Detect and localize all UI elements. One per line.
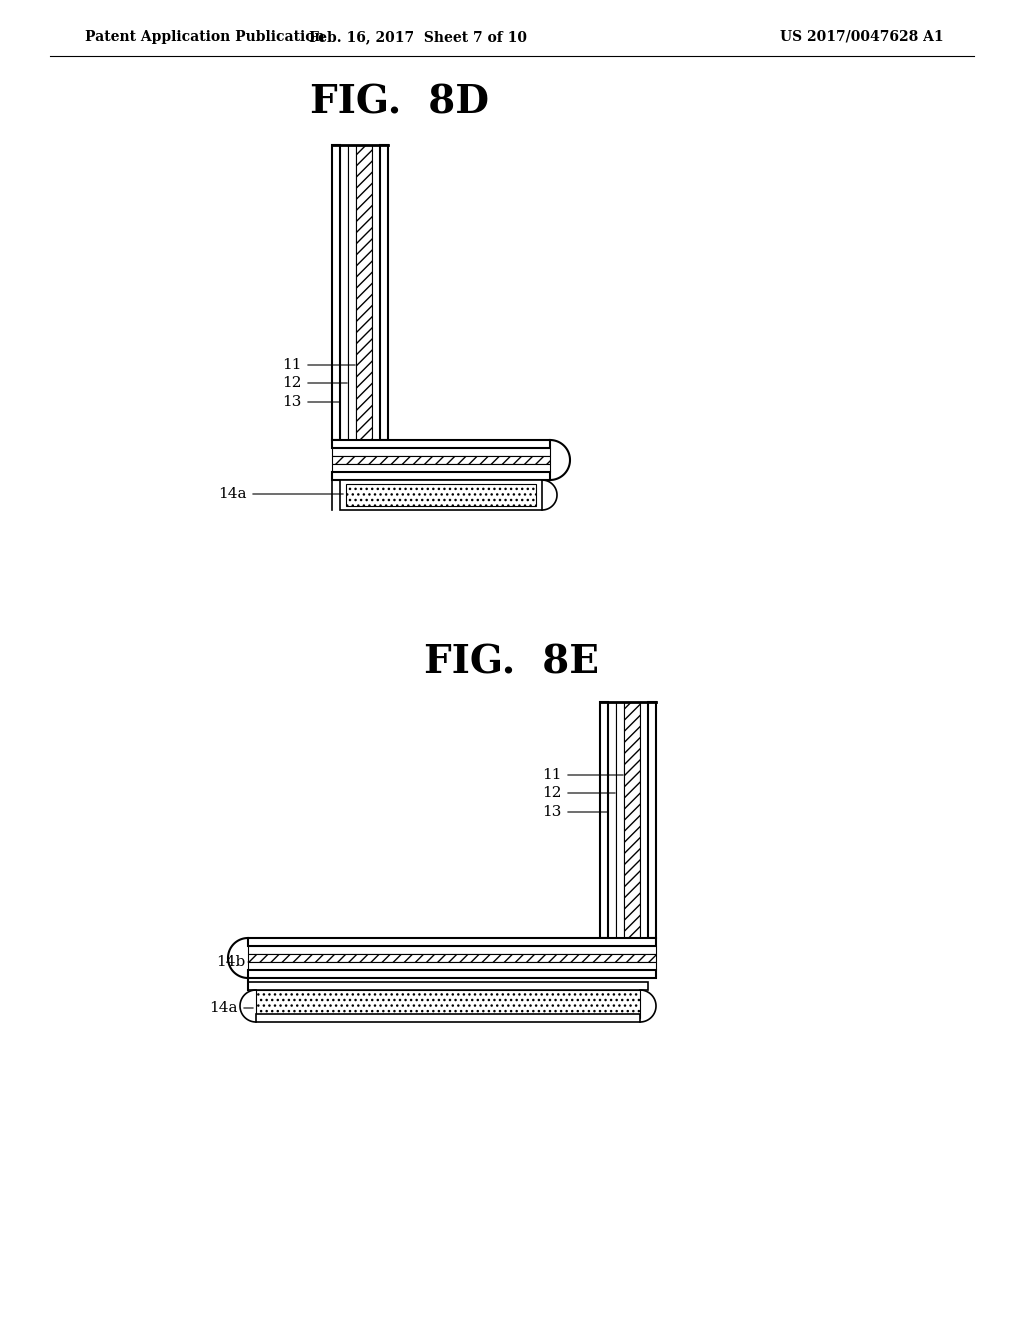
Bar — [340, 145, 348, 440]
Bar — [648, 702, 656, 939]
Bar — [332, 447, 550, 455]
Text: 12: 12 — [543, 785, 562, 800]
Text: 12: 12 — [283, 376, 302, 389]
Bar — [624, 702, 640, 939]
Text: 14a: 14a — [210, 1001, 238, 1015]
Bar — [332, 145, 340, 440]
Text: 13: 13 — [283, 395, 302, 409]
Bar — [332, 440, 550, 447]
Text: Feb. 16, 2017  Sheet 7 of 10: Feb. 16, 2017 Sheet 7 of 10 — [309, 30, 527, 44]
Text: 14b: 14b — [216, 954, 245, 969]
Bar — [608, 702, 616, 939]
Bar — [332, 455, 550, 465]
Text: Patent Application Publication: Patent Application Publication — [85, 30, 325, 44]
Bar — [248, 946, 656, 954]
Text: 11: 11 — [543, 768, 562, 781]
Bar — [248, 962, 656, 970]
Bar — [340, 480, 542, 510]
Bar — [256, 1014, 640, 1022]
Bar — [248, 970, 656, 978]
Bar — [348, 145, 356, 440]
Bar — [356, 145, 372, 440]
Bar — [248, 982, 648, 990]
Bar — [332, 465, 550, 473]
Bar — [600, 702, 608, 939]
Text: US 2017/0047628 A1: US 2017/0047628 A1 — [780, 30, 944, 44]
Bar — [346, 484, 536, 506]
Bar — [248, 954, 656, 962]
Bar — [332, 473, 550, 480]
Text: 11: 11 — [283, 358, 302, 372]
Bar — [616, 702, 624, 939]
Bar — [640, 702, 648, 939]
Text: 14a: 14a — [218, 487, 247, 502]
Text: 13: 13 — [543, 805, 562, 818]
Text: FIG.  8D: FIG. 8D — [310, 83, 489, 121]
Bar — [248, 939, 656, 946]
Bar — [256, 990, 640, 1018]
Text: FIG.  8E: FIG. 8E — [425, 643, 599, 681]
Bar — [380, 145, 388, 440]
Bar — [372, 145, 380, 440]
